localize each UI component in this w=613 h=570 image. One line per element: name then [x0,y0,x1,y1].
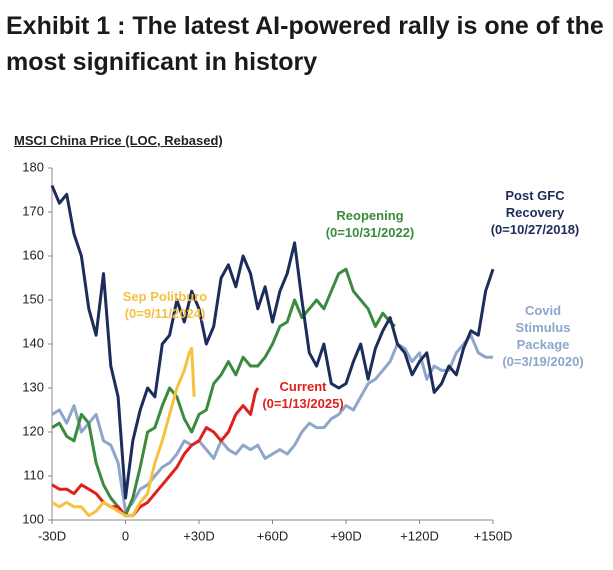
series-line [51,387,260,518]
x-tick-label: +150D [474,528,513,543]
series-note: (0=10/27/2018) [490,222,580,237]
title: Exhibit 1 : The latest AI-powered rally … [6,12,604,76]
y-tick-label: 120 [22,423,44,438]
x-tick-label: +60D [257,528,288,543]
series-label: Post GFC Recovery (0=10/27/2018) [470,187,600,238]
series-note: (0=1/13/2025) [262,396,344,411]
y-tick-label: 140 [22,335,44,350]
legend-entry: Post GFC Recovery [505,188,565,220]
series-note: (0=10/31/2022) [325,225,415,240]
y-tick-label: 100 [22,511,44,526]
series-line [50,185,495,500]
legend-entry: Sep Politburo [122,289,208,304]
legend-entry: Reopening [336,208,404,223]
y-axis-label: MSCI China Price (LOC, Rebased) [14,133,223,148]
legend-entry: Covid Stimulus Package [515,303,571,352]
series-label: Covid Stimulus Package (0=3/19/2020) [478,302,608,370]
x-tick-label: +120D [400,528,439,543]
series-label: Reopening (0=10/31/2022) [300,207,440,241]
y-tick-label: 110 [23,467,44,482]
y-tick-label: 160 [22,247,44,262]
series-note: (0=9/11/2024) [124,306,206,321]
series-line [51,267,397,518]
x-tick-label: +30D [183,528,214,543]
series-line [51,333,493,513]
y-tick-label: 150 [22,291,44,306]
y-tick-label: 130 [22,379,44,394]
y-tick-label: 170 [22,203,44,218]
series-line [51,346,196,518]
x-tick-label: -30D [38,528,66,543]
y-tick-label: 180 [22,159,44,174]
x-tick-label: +90D [330,528,361,543]
legend-entry: Current [279,379,327,394]
x-tick-label: 0 [122,528,129,543]
series-label: Sep Politburo (0=9/11/2024) [95,288,235,322]
series-label: Current (0=1/13/2025) [238,378,368,412]
series-note: (0=3/19/2020) [502,354,584,369]
